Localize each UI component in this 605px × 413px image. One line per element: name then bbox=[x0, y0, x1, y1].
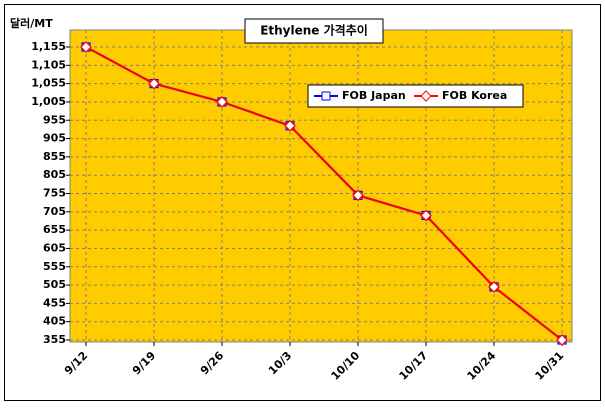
marker bbox=[420, 209, 432, 222]
y-tick-label: 655 bbox=[43, 223, 66, 236]
y-tick-label: 355 bbox=[43, 333, 66, 346]
y-tick-label: 505 bbox=[43, 278, 66, 291]
y-tick-label: 1,105 bbox=[31, 58, 66, 71]
marker bbox=[216, 96, 228, 108]
legend-label: FOB Korea bbox=[442, 89, 507, 102]
marker bbox=[352, 189, 364, 202]
plot-area bbox=[69, 29, 573, 343]
y-tick-label: 555 bbox=[43, 260, 66, 273]
y-tick-label: 905 bbox=[43, 132, 66, 145]
series-line bbox=[85, 46, 563, 341]
y-tick-label: 855 bbox=[43, 150, 66, 163]
y-tick-label: 1,155 bbox=[31, 40, 66, 53]
legend-label: FOB Japan bbox=[342, 89, 406, 102]
legend-marker bbox=[420, 90, 432, 102]
y-tick-label: 1,005 bbox=[31, 95, 66, 108]
y-tick-label: 605 bbox=[43, 241, 66, 254]
marker bbox=[148, 77, 160, 90]
y-tick-label: 955 bbox=[43, 113, 66, 126]
chart-title: Ethylene 가격추이 bbox=[260, 23, 368, 38]
y-tick-label: 705 bbox=[43, 205, 66, 218]
legend-marker bbox=[321, 91, 331, 101]
title-box bbox=[244, 18, 384, 44]
marker bbox=[284, 119, 296, 132]
y-tick-label: 455 bbox=[43, 296, 66, 309]
marker bbox=[556, 334, 568, 346]
marker bbox=[80, 41, 92, 53]
y-tick-label: 805 bbox=[43, 168, 66, 181]
y-tick-label: 405 bbox=[43, 315, 66, 328]
y-axis-label: 달러/MT bbox=[10, 16, 53, 30]
y-tick-label: 755 bbox=[43, 187, 66, 200]
y-tick-label: 1,055 bbox=[31, 77, 66, 90]
marker bbox=[488, 281, 500, 293]
